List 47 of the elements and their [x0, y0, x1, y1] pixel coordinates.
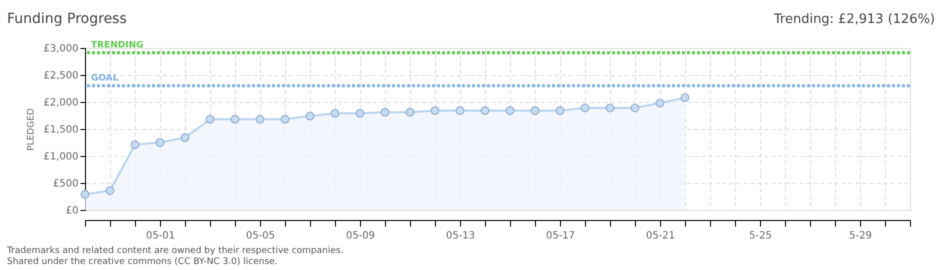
point [506, 106, 514, 116]
x-tick-label: 05-17 [546, 230, 576, 242]
x-tick-label: 5-25 [749, 230, 772, 242]
x-tick-label: 5-29 [849, 230, 872, 242]
point [306, 112, 314, 120]
point [530, 106, 540, 116]
point [130, 140, 140, 150]
text: Shared under the creative commons (CC BY-NC 3.0) license. [7, 257, 278, 267]
ref-line-label: TRENDING [91, 40, 144, 51]
y-axis-title: PLEDGED [26, 108, 37, 151]
point [106, 186, 114, 195]
point [556, 106, 564, 116]
point [380, 108, 390, 117]
point [180, 133, 190, 142]
point [330, 108, 340, 118]
point [606, 104, 614, 112]
y-tick-label: £2,000 [44, 98, 78, 108]
y-tick-label: £1,500 [44, 124, 78, 136]
y-tick-label: £0 [66, 206, 78, 216]
x-tick-label: 05-21 [646, 230, 676, 242]
point [406, 108, 414, 117]
point [80, 190, 90, 199]
point [456, 106, 464, 116]
point [580, 104, 590, 112]
y-tick-label: £500 [53, 178, 78, 190]
point [206, 114, 214, 124]
point [480, 106, 490, 116]
point [356, 108, 364, 118]
ref-line-label: GOAL [91, 74, 119, 84]
point [256, 114, 264, 124]
x-tick-label: 05-01 [146, 230, 176, 242]
text: Trademarks and related content are owned by their respective companies. [6, 246, 344, 256]
y-tick-label: £3,000 [44, 44, 78, 54]
y-tick-label: £2,500 [44, 70, 78, 82]
point [430, 106, 440, 116]
point [230, 114, 240, 124]
point [280, 114, 290, 124]
x-tick-label: 05-09 [346, 230, 376, 242]
point [156, 138, 164, 147]
x-tick-label: 05-05 [246, 230, 276, 242]
chart-title: Funding Progress [7, 11, 127, 27]
text: Trending: £2,913 (126%) [772, 12, 935, 27]
point [656, 98, 664, 108]
point [630, 104, 640, 112]
point [680, 93, 690, 102]
x-tick-label: 05-13 [446, 230, 476, 242]
y-tick-label: £1,000 [44, 152, 78, 162]
